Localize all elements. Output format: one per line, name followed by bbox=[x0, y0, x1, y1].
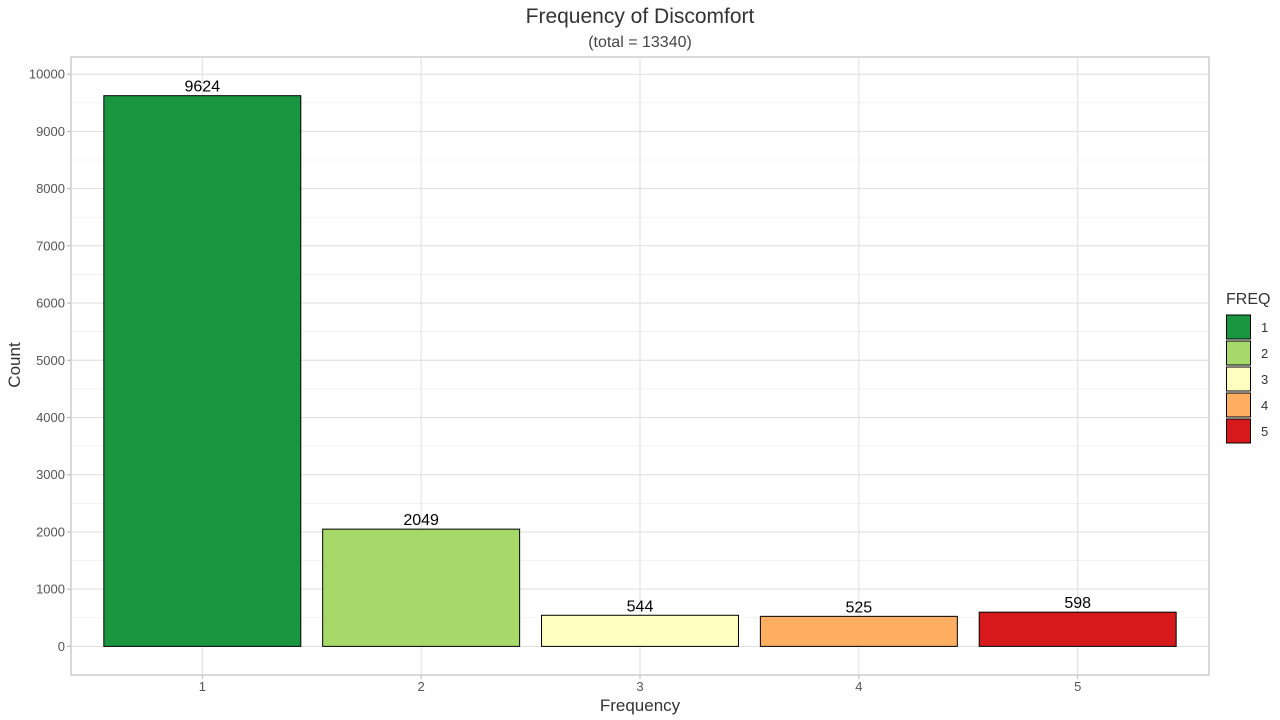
bar-value-label: 9624 bbox=[185, 79, 221, 96]
legend-key-4 bbox=[1226, 392, 1251, 418]
bar-value-label: 2049 bbox=[403, 512, 439, 529]
chart-subtitle: (total = 13340) bbox=[588, 34, 692, 51]
bar-1 bbox=[103, 95, 302, 647]
bar-labels: 9624 2049 544 525 598 bbox=[185, 79, 1092, 617]
x-tick-label: 4 bbox=[855, 679, 862, 694]
y-tick-label: 8000 bbox=[36, 181, 65, 196]
y-tick-label: 9000 bbox=[36, 124, 65, 139]
y-tick-label: 7000 bbox=[36, 238, 65, 253]
y-tick-label: 3000 bbox=[36, 467, 65, 482]
y-tick-label: 6000 bbox=[36, 296, 65, 311]
y-tick-label: 4000 bbox=[36, 410, 65, 425]
y-tick-label: 0 bbox=[58, 639, 65, 654]
bar-2 bbox=[322, 528, 521, 647]
chart-title: Frequency of Discomfort bbox=[526, 5, 755, 28]
x-axis-title: Frequency bbox=[600, 696, 681, 715]
x-tick-label: 5 bbox=[1074, 679, 1081, 694]
x-axis-ticks: 1 2 3 4 5 bbox=[199, 675, 1081, 694]
y-tick-label: 2000 bbox=[36, 524, 65, 539]
bar-value-label: 544 bbox=[627, 598, 654, 615]
bar-value-label: 525 bbox=[845, 599, 872, 616]
y-tick-label: 5000 bbox=[36, 353, 65, 368]
x-tick-label: 1 bbox=[199, 679, 206, 694]
y-tick-label: 10000 bbox=[29, 67, 65, 82]
legend-key-3 bbox=[1226, 366, 1251, 392]
legend-label: 2 bbox=[1261, 346, 1268, 361]
legend-key-1 bbox=[1226, 314, 1251, 340]
bar-4 bbox=[759, 615, 958, 647]
bar-3 bbox=[541, 614, 739, 647]
bar-5 bbox=[978, 611, 1177, 647]
bars bbox=[103, 95, 1177, 647]
bar-value-label: 598 bbox=[1064, 595, 1091, 612]
legend-key-5 bbox=[1226, 418, 1251, 444]
legend-label: 4 bbox=[1261, 398, 1268, 413]
legend-label: 3 bbox=[1261, 372, 1268, 387]
x-tick-label: 3 bbox=[636, 679, 643, 694]
x-tick-label: 2 bbox=[418, 679, 425, 694]
y-axis-title: Count bbox=[5, 342, 24, 388]
legend-title: FREQ bbox=[1226, 291, 1270, 308]
y-tick-label: 1000 bbox=[36, 582, 65, 597]
legend-key-2 bbox=[1226, 340, 1251, 366]
legend: FREQ 1 2 3 4 5 bbox=[1226, 291, 1270, 444]
legend-label: 1 bbox=[1261, 320, 1268, 335]
legend-label: 5 bbox=[1261, 424, 1268, 439]
y-axis-ticks: 0 1000 2000 3000 4000 5000 6000 7000 8000 9000 100… bbox=[29, 67, 71, 654]
